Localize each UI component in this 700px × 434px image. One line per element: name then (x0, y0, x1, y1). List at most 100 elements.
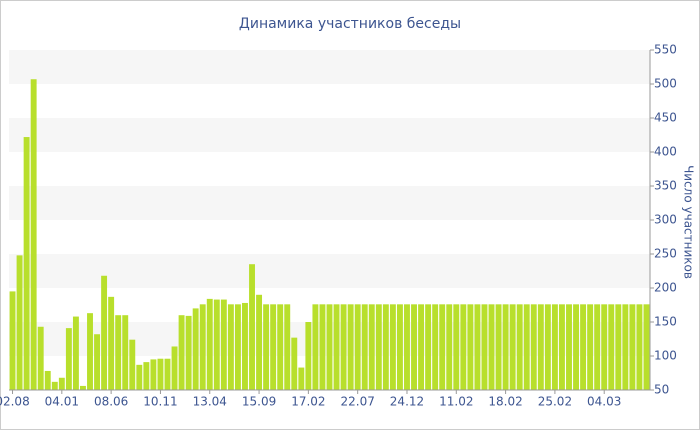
bar (326, 304, 333, 390)
bar (516, 304, 523, 390)
bar (242, 302, 248, 390)
bar (115, 315, 122, 390)
bar (382, 304, 389, 390)
bar (396, 304, 403, 390)
bar (256, 294, 263, 390)
bar (58, 377, 65, 390)
bar (192, 308, 199, 390)
bar (129, 339, 136, 390)
bar (94, 334, 101, 390)
y-tick-label: 450 (654, 111, 677, 125)
x-tick-label: 17.02 (291, 395, 325, 409)
bar (453, 304, 460, 390)
bar (213, 299, 220, 390)
bar (467, 304, 474, 390)
bar (87, 313, 93, 390)
bar (523, 304, 530, 390)
bar (481, 304, 488, 390)
grid-band (9, 186, 650, 220)
x-tick-label: 11.02 (439, 395, 473, 409)
bar (629, 304, 636, 390)
y-tick-label: 400 (654, 145, 677, 159)
x-tick-label: 04.03 (587, 395, 621, 409)
x-tick-label: 18.02 (488, 395, 522, 409)
bar (551, 304, 558, 390)
x-tick-label: 02.08 (0, 395, 30, 409)
y-tick-label: 200 (654, 281, 677, 295)
bar (375, 304, 382, 390)
bar (185, 315, 192, 390)
bar (143, 362, 150, 390)
bar (347, 304, 354, 390)
bar (30, 79, 37, 391)
bar (615, 304, 622, 390)
bar (178, 315, 185, 390)
bar (509, 304, 516, 390)
x-tick-label: 10.11 (143, 395, 177, 409)
bar (566, 304, 572, 390)
bar (157, 358, 164, 390)
bar (368, 304, 375, 390)
bar (263, 304, 270, 390)
bar (594, 304, 601, 390)
grid-band (9, 118, 650, 152)
bar (361, 304, 368, 390)
bar (636, 304, 643, 390)
bar (171, 346, 178, 390)
bar (601, 304, 608, 390)
y-tick-label: 550 (654, 43, 677, 57)
y-tick-label: 500 (654, 77, 677, 91)
bar (199, 304, 206, 390)
bar (544, 304, 551, 390)
bar (206, 298, 213, 390)
bar (432, 304, 439, 390)
y-tick-label: 250 (654, 247, 677, 261)
x-tick-label: 04.01 (45, 395, 79, 409)
bar (537, 304, 544, 390)
bar (446, 304, 453, 390)
bar (573, 304, 579, 390)
grid-band (9, 254, 650, 288)
bar (340, 304, 347, 390)
bar (9, 291, 16, 390)
bar (37, 326, 44, 390)
x-tick-label: 22.07 (340, 395, 374, 409)
bar (80, 385, 86, 390)
bar (72, 316, 79, 390)
x-tick-label: 25.02 (538, 395, 572, 409)
bar (389, 304, 396, 390)
y-axis-label: Число участников (682, 165, 696, 279)
bar (418, 304, 425, 390)
bar (460, 304, 467, 390)
bar (249, 264, 255, 390)
bar (227, 304, 234, 390)
bar (220, 299, 227, 390)
bar (136, 364, 143, 390)
bar (530, 304, 537, 390)
bar (502, 304, 509, 390)
x-tick-label: 13.04 (193, 395, 227, 409)
bar (587, 304, 594, 390)
bar (354, 304, 361, 390)
bar (108, 296, 115, 390)
bar (312, 304, 319, 390)
bar (277, 304, 284, 390)
x-tick-label: 24.12 (390, 395, 424, 409)
x-tick-label: 08.06 (94, 395, 128, 409)
bar (333, 304, 340, 390)
bar (608, 304, 615, 390)
bar (65, 328, 72, 390)
bar (495, 304, 502, 390)
grid-band (9, 50, 650, 84)
bar (150, 359, 157, 390)
bar (284, 304, 291, 390)
bar (474, 304, 481, 390)
bar (234, 304, 241, 390)
bar (411, 304, 417, 390)
y-tick-label: 350 (654, 179, 677, 193)
bar (164, 358, 171, 390)
bar (44, 370, 51, 390)
bar (622, 304, 629, 390)
bar (439, 304, 446, 390)
